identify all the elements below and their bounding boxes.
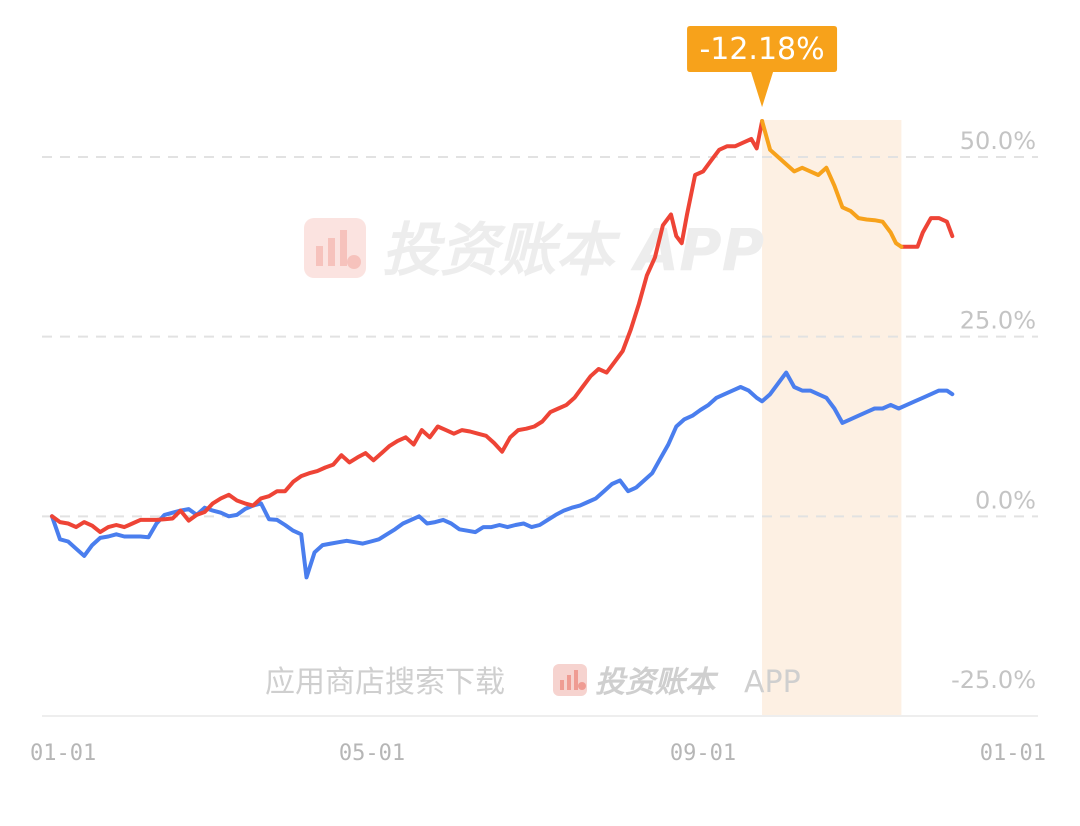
x-tick-labels: 01-01 05-01 09-01 01-01 <box>30 741 1046 766</box>
x-tick-label: 01-01 <box>30 741 96 766</box>
watermark-footer-text: 应用商店搜索下载 <box>265 665 505 700</box>
drawdown-callout-bubble <box>687 26 838 108</box>
series-layer <box>50 119 955 580</box>
watermark-footer-brand: 投资账本 <box>595 665 719 700</box>
drawdown-callout: -12.18% <box>687 26 838 108</box>
drawdown-callout-label: -12.18% <box>699 32 824 67</box>
y-tick-label: 50.0% <box>960 127 1036 155</box>
y-tick-label: 0.0% <box>975 486 1036 514</box>
gridlines <box>42 156 1038 518</box>
x-tick-label: 09-01 <box>670 741 736 766</box>
y-tick-labels: 50.0% 25.0% 0.0% -25.0% <box>951 127 1036 694</box>
series-line-blue <box>50 370 955 580</box>
x-tick-label: 05-01 <box>339 741 405 766</box>
series-line-red-after <box>899 216 955 249</box>
watermark-logo-icon <box>304 218 366 278</box>
watermark-footer-suffix: APP <box>744 665 801 700</box>
series-line-drawdown <box>760 119 904 249</box>
y-tick-label: -25.0% <box>951 666 1036 694</box>
series-line-red <box>50 119 765 535</box>
watermark-brand: 投资账本 APP <box>382 216 764 284</box>
x-tick-label: 01-01 <box>980 741 1046 766</box>
drawdown-band <box>762 120 902 716</box>
watermark-center: 投资账本 APP <box>304 216 764 284</box>
watermark-footer: 应用商店搜索下载 投资账本 APP <box>265 664 801 700</box>
watermark-footer-logo-icon <box>553 664 587 696</box>
y-tick-label: 25.0% <box>960 307 1036 335</box>
